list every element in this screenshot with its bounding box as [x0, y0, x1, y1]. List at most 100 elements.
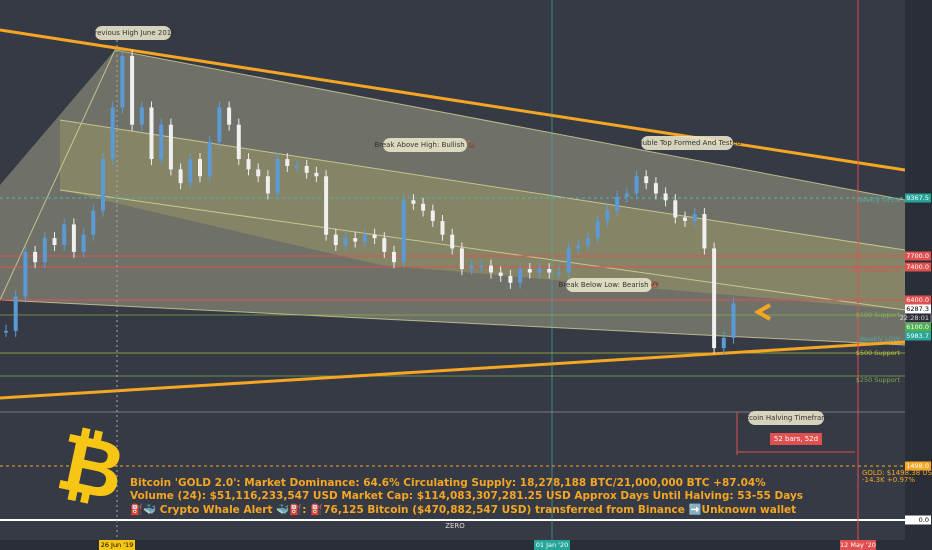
candle [159, 124, 164, 160]
price-label: 7400.0 [906, 263, 929, 271]
info-line: Bitcoin 'GOLD 2.0': Market Dominance: 64… [130, 477, 766, 489]
clock-tag [904, 313, 932, 323]
price-tag [905, 461, 931, 471]
price-label: 6400.0 [906, 296, 929, 304]
candle [692, 214, 697, 221]
annotation-box [641, 136, 733, 150]
candle [343, 238, 348, 246]
candle [469, 265, 474, 270]
annotation-box [383, 138, 467, 152]
arrow [754, 303, 772, 321]
candle [256, 169, 261, 177]
candle [178, 169, 183, 184]
candle [382, 238, 387, 252]
candle [285, 159, 290, 166]
candle [149, 107, 154, 160]
info-line: Volume (24): $51,116,233,547 USD Market … [130, 490, 803, 502]
price-label: 9367.5 [906, 194, 929, 202]
level-label: $100 Support [856, 311, 901, 319]
level-label: Ask Resistance [851, 266, 900, 274]
candle [362, 234, 367, 242]
candle [198, 159, 202, 177]
trend-line [0, 28, 906, 172]
price-label: 5983.7 [906, 332, 929, 340]
candle [324, 176, 329, 235]
candle [275, 159, 280, 194]
price-label: 6100.0 [906, 323, 929, 331]
candle [236, 124, 241, 160]
candle [527, 269, 532, 273]
range-label: 52 bars, 52d [774, 435, 818, 443]
level-label: Weekly LOW [860, 335, 901, 343]
info-line: ⛽🐳 Crypto Whale Alert 🐳⛽: ⛽76,125 Bitcoi… [130, 503, 796, 516]
candle [421, 203, 426, 211]
level-label: $500 Support [856, 349, 901, 357]
candle [52, 238, 57, 246]
candle [110, 107, 115, 160]
annotation: Double Top Formed And Tested [633, 139, 741, 147]
candle [498, 272, 503, 276]
candle [23, 251, 28, 297]
candle [401, 200, 406, 263]
candle [246, 159, 251, 170]
candle [547, 269, 552, 273]
candle [586, 238, 590, 246]
candle [227, 107, 232, 125]
candle [62, 224, 67, 246]
price-tag [905, 262, 931, 272]
candle [479, 265, 484, 268]
annotation-box [566, 278, 652, 292]
price-label: 7700.0 [906, 252, 929, 260]
candle [459, 248, 464, 270]
candle [556, 272, 561, 275]
candle [392, 251, 396, 263]
candle [537, 269, 542, 273]
candle [615, 196, 620, 211]
x-label: 01 Jan '20 [536, 541, 568, 549]
candle [13, 296, 18, 331]
candle [634, 176, 639, 194]
candle [101, 159, 105, 211]
annotation: Break Below Low: Bearish 🐻 [559, 280, 660, 289]
candle [450, 234, 455, 249]
candle [653, 183, 658, 194]
candle [624, 193, 629, 197]
candle [207, 141, 212, 177]
candle [508, 275, 513, 283]
trend-line [0, 340, 906, 400]
candle [314, 172, 319, 177]
candle [663, 193, 668, 201]
candle [518, 269, 523, 283]
candle [673, 200, 678, 218]
price-label: 6287.3 [906, 305, 929, 313]
candle [130, 55, 135, 125]
x-tag [534, 540, 570, 550]
candle [702, 214, 707, 249]
x-label: 26 Jun '19 [101, 541, 134, 549]
candle [91, 210, 96, 235]
candle [265, 176, 270, 194]
candle [120, 55, 125, 108]
candle [372, 234, 377, 239]
candle [188, 159, 193, 184]
candle [576, 245, 581, 249]
price-tag [905, 251, 931, 261]
price-tag [905, 193, 931, 203]
candle [440, 220, 445, 235]
candle [333, 234, 338, 246]
x-tag [99, 540, 135, 550]
price-label: 1498.0 [906, 462, 929, 470]
candle [683, 217, 687, 221]
candle [721, 337, 726, 349]
candle [81, 234, 86, 252]
candle [489, 265, 493, 273]
candle [712, 248, 717, 349]
annotation-box [95, 26, 171, 40]
candle [4, 330, 8, 333]
x-axis [0, 540, 932, 550]
candle [217, 107, 222, 142]
candle [430, 210, 435, 221]
candle [42, 238, 47, 263]
